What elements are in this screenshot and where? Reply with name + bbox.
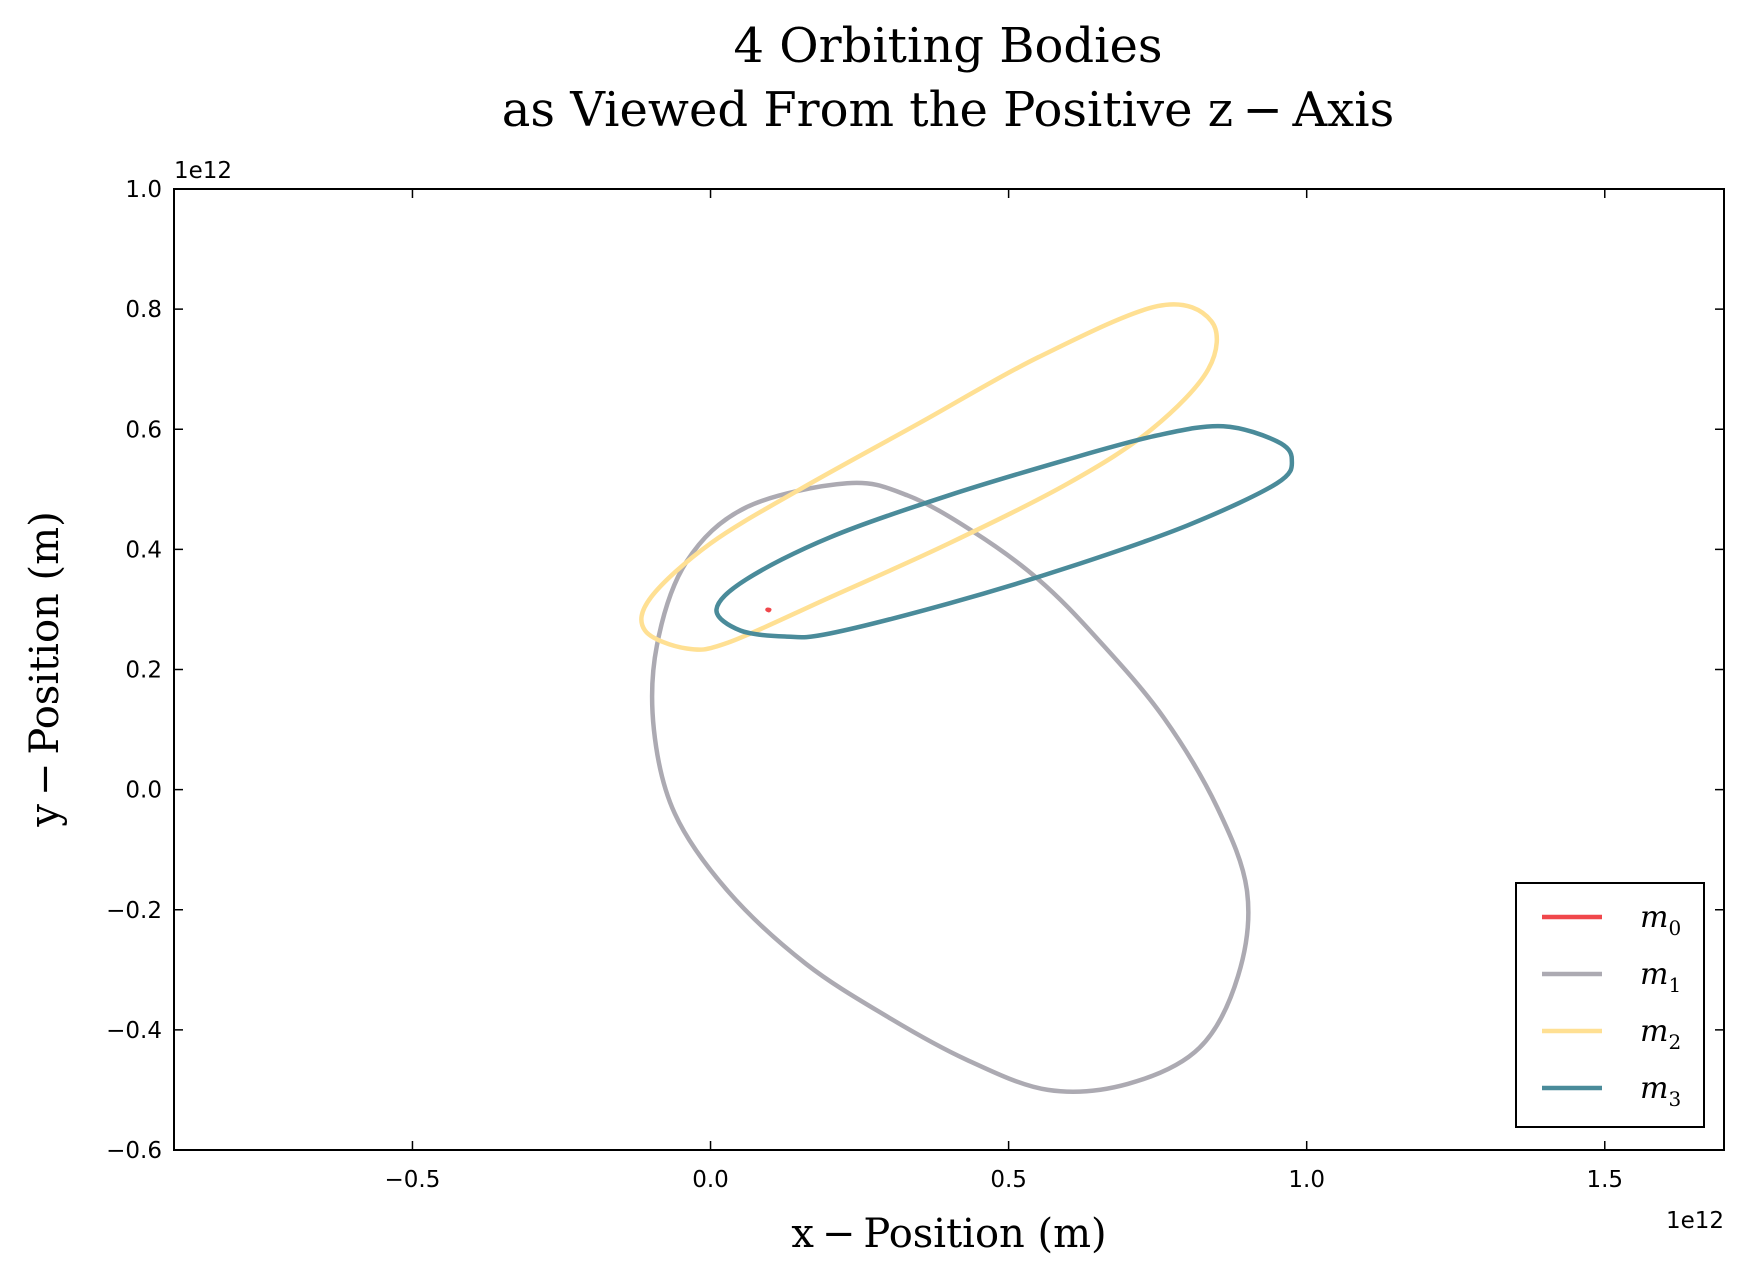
x-axis-ticks: −0.5 0.0 0.5 1.0 1.5 bbox=[385, 189, 1623, 1193]
plot-frame bbox=[173, 188, 1725, 1151]
series-m3-line bbox=[714, 423, 1295, 640]
series-layer bbox=[639, 302, 1295, 1094]
series-m2-line bbox=[639, 302, 1219, 652]
x-tick-label: 0.0 bbox=[692, 1167, 729, 1193]
y-tick-label: −0.2 bbox=[106, 898, 162, 924]
y-tick-label: 0.0 bbox=[125, 778, 162, 804]
series-m0-line bbox=[765, 607, 772, 613]
legend: m0 m1 m2 m3 bbox=[1515, 882, 1705, 1128]
x-axis-label: x − Position (m) bbox=[791, 1211, 1106, 1257]
x-offset-text: 1e12 bbox=[1666, 1208, 1724, 1234]
legend-label-m0: m0 bbox=[1640, 900, 1681, 940]
y-axis-label: y − Position (m) bbox=[22, 511, 68, 827]
y-tick-label: 1.0 bbox=[125, 177, 162, 203]
chart-subtitle: as Viewed From the Positive z − Axis bbox=[502, 82, 1394, 138]
y-tick-label: 0.6 bbox=[125, 417, 162, 443]
x-tick-label: 1.5 bbox=[1586, 1167, 1623, 1193]
legend-label-m3: m3 bbox=[1640, 1071, 1681, 1111]
series-m1-line bbox=[649, 480, 1251, 1094]
y-tick-label: 0.8 bbox=[125, 297, 162, 323]
legend-label-m2: m2 bbox=[1640, 1014, 1681, 1054]
x-tick-label: −0.5 bbox=[385, 1167, 441, 1193]
y-axis-ticks: −0.6 −0.4 −0.2 0.0 0.2 0.4 0.6 0.8 1.0 bbox=[106, 177, 1724, 1164]
y-tick-label: −0.4 bbox=[106, 1018, 162, 1044]
y-tick-label: −0.6 bbox=[106, 1138, 162, 1164]
y-tick-label: 0.2 bbox=[125, 658, 162, 684]
x-tick-label: 0.5 bbox=[990, 1167, 1027, 1193]
chart-title: 4 Orbiting Bodies bbox=[734, 18, 1163, 74]
y-offset-text: 1e12 bbox=[174, 158, 232, 184]
x-tick-label: 1.0 bbox=[1288, 1167, 1325, 1193]
legend-label-m1: m1 bbox=[1640, 957, 1681, 997]
y-tick-label: 0.4 bbox=[125, 537, 162, 563]
